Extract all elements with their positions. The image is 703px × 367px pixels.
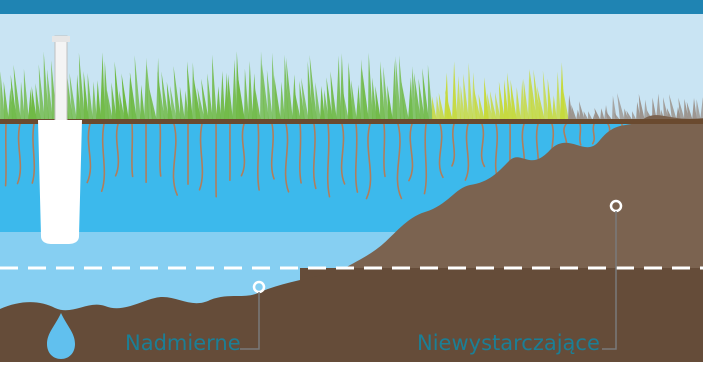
root-strand (132, 124, 133, 176)
ground-surface (0, 119, 703, 124)
root-strand (580, 124, 581, 145)
root-strand (384, 124, 385, 176)
top-banner (0, 0, 703, 14)
root-strand (258, 124, 259, 190)
insufficient-label: Niewystarczające (417, 331, 600, 355)
excess-label: Nadmierne (125, 331, 241, 355)
root-strand (160, 124, 161, 176)
root-strand (300, 124, 301, 183)
